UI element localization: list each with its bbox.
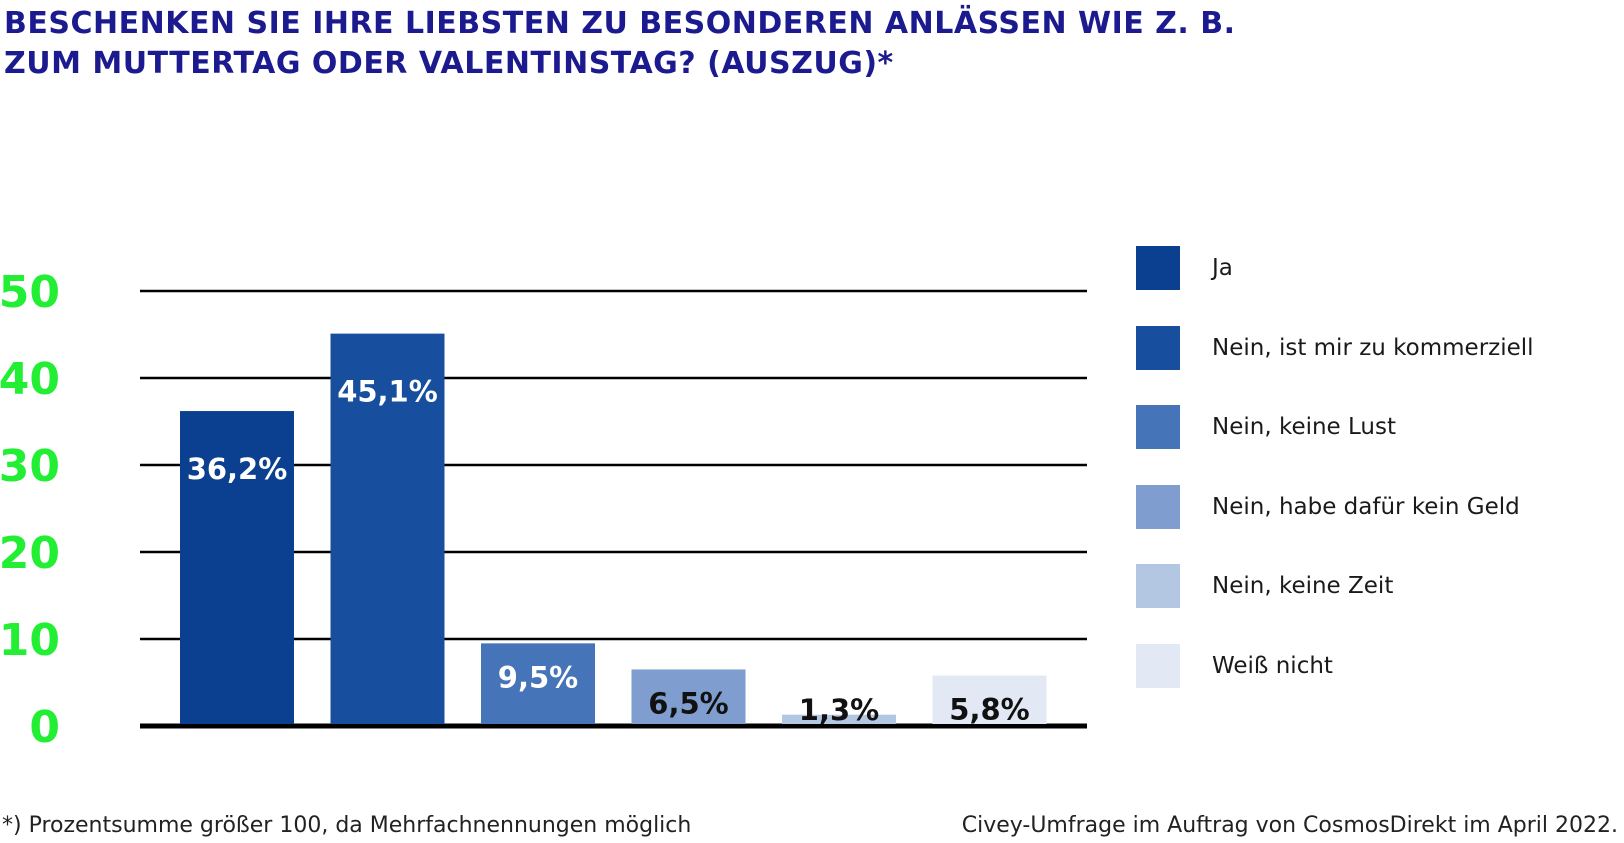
bar-value-label: 6,5% <box>648 686 728 720</box>
legend-swatch <box>1136 643 1180 688</box>
y-tick-label: 50 <box>0 267 60 318</box>
chart-title: BESCHENKEN SIE IHRE LIEBSTEN ZU BESONDER… <box>4 6 1236 81</box>
legend-swatch <box>1136 405 1180 449</box>
legend-swatch <box>1136 484 1180 529</box>
legend-item: Ja <box>1136 246 1233 290</box>
bar <box>330 333 445 724</box>
y-tick-label: 30 <box>0 441 60 492</box>
legend-item: Nein, keine Lust <box>1136 405 1396 449</box>
legend-label: Nein, keine Lust <box>1212 414 1397 440</box>
bar-value-label: 5,8% <box>949 693 1029 727</box>
source-note: Civey-Umfrage im Auftrag von CosmosDirek… <box>961 813 1618 838</box>
bar <box>932 675 1047 724</box>
legend-label: Weiß nicht <box>1212 652 1333 679</box>
y-tick-label: 20 <box>0 528 60 579</box>
legend-label: Ja <box>1212 255 1233 281</box>
footnote: *) Prozentsumme größer 100, da Mehrfachn… <box>2 813 692 838</box>
bar-value-label: 36,2% <box>187 452 288 486</box>
y-tick-label: 0 <box>29 702 60 753</box>
bar <box>782 714 896 724</box>
legend-swatch <box>1136 325 1180 370</box>
bar-value-label: 9,5% <box>498 660 578 694</box>
bar-value-label: 45,1% <box>337 375 438 409</box>
bar <box>180 411 294 724</box>
legend-item: Nein, keine Zeit <box>1136 564 1393 608</box>
bar-chart: 0 10 20 30 40 50 36,2% 45,1% 9,5% 6,5% 1,3% 5,8% <box>0 267 1087 753</box>
y-tick-label: 40 <box>0 354 60 405</box>
legend-label: Nein, keine Zeit <box>1212 573 1394 599</box>
bar-value-label: 1,3% <box>799 693 879 727</box>
legend-item: Weiß nicht <box>1136 643 1333 688</box>
legend-item: Nein, ist mir zu kommerziell <box>1136 325 1534 370</box>
y-tick-label: 10 <box>0 615 60 666</box>
bar <box>631 669 746 724</box>
legend-label: Nein, habe dafür kein Geld <box>1212 493 1520 520</box>
legend-swatch <box>1136 564 1180 608</box>
legend-label: Nein, ist mir zu kommerziell <box>1212 334 1534 361</box>
legend-item: Nein, habe dafür kein Geld <box>1136 484 1520 529</box>
legend-swatch <box>1136 246 1180 290</box>
bar <box>481 643 595 724</box>
